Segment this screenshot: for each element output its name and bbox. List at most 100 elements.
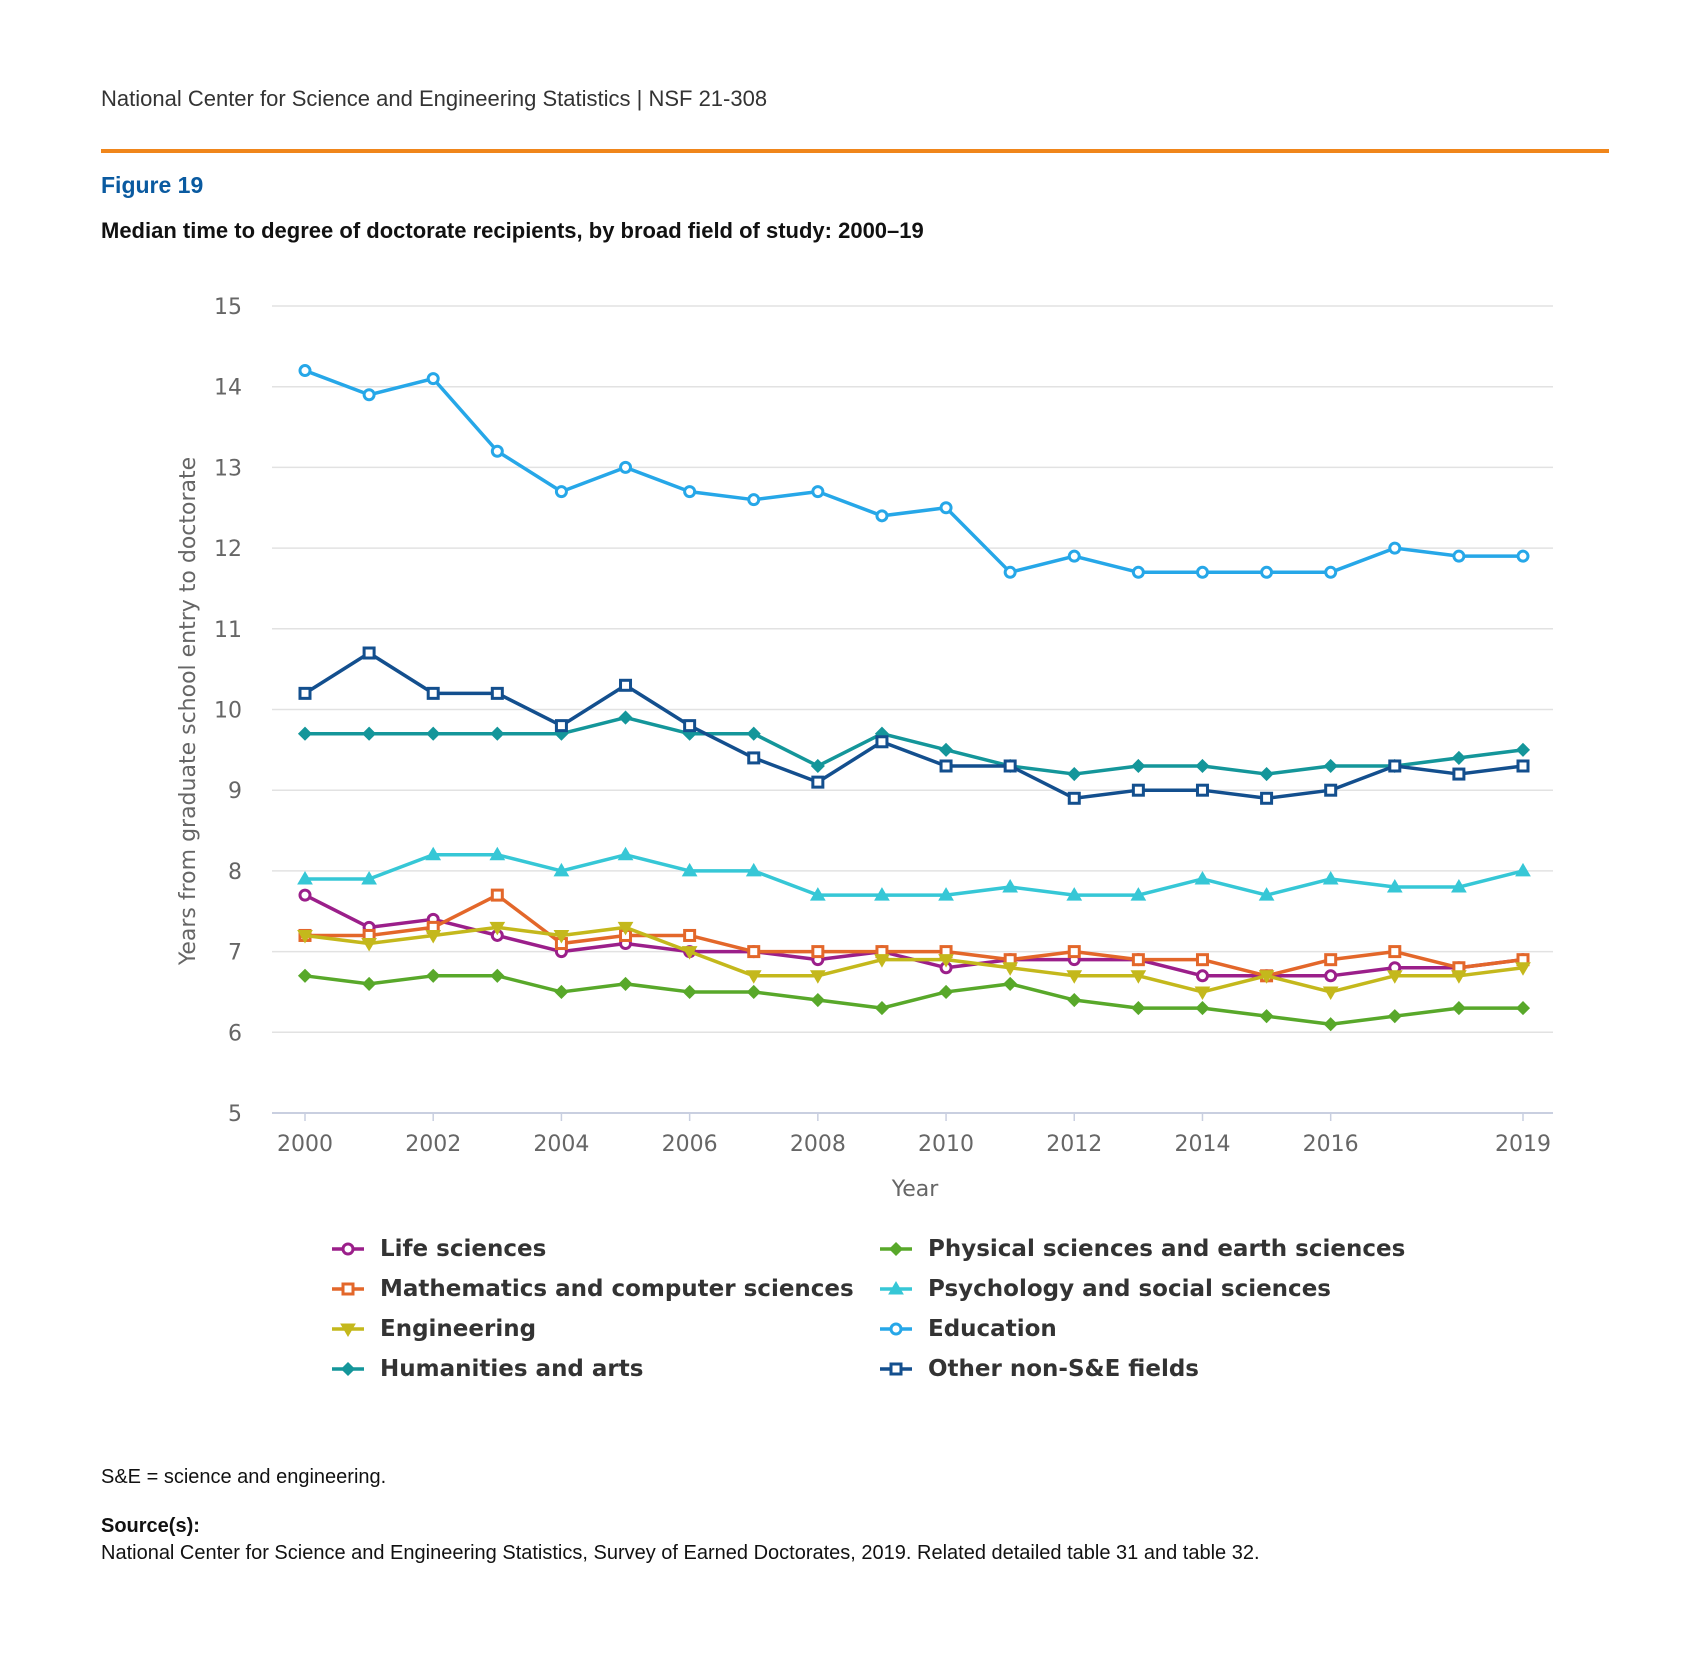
data-point [425, 929, 442, 944]
data-point [1515, 1001, 1531, 1016]
data-point [1386, 879, 1403, 893]
abbreviation-note: S&E = science and engineering. [101, 1466, 387, 1488]
data-point [1195, 565, 1209, 579]
y-tick-label: 7 [228, 941, 242, 966]
figure-label: Figure 19 [101, 172, 204, 198]
data-point [1003, 565, 1017, 579]
data-point [938, 742, 954, 757]
legend-item-life-sciences[interactable]: Life sciences [330, 1236, 546, 1262]
series-7 [298, 646, 1530, 805]
series-line [304, 368, 1523, 575]
data-point [682, 984, 697, 1000]
line-chart: 5 6 7 8 9 10 11 12 13 14 15 2000 2002 2004 2006 2008 201… [176, 295, 1553, 1202]
data-point [1516, 549, 1530, 563]
data-point [1451, 879, 1467, 893]
y-tick-label: 15 [214, 295, 242, 320]
data-point [489, 846, 506, 861]
data-point [683, 485, 697, 499]
legend-item-education[interactable]: Education [878, 1316, 1057, 1342]
data-point [1451, 1001, 1466, 1016]
data-point [297, 726, 313, 741]
data-point [1130, 887, 1147, 901]
data-point [1002, 962, 1019, 976]
x-tick-label: 2006 [662, 1132, 718, 1157]
chart-legend: Life sciences Physical sciences and eart… [330, 1236, 1430, 1406]
legend-label: Other non-S&E fields [928, 1356, 1199, 1382]
data-point [1002, 879, 1019, 893]
legend-marker-diamond-icon [332, 1361, 364, 1377]
series-line [304, 974, 1523, 1026]
legend-marker [888, 1241, 904, 1257]
series-6 [297, 710, 1531, 782]
legend-marker-circle-icon [880, 1322, 912, 1336]
series-2 [298, 888, 1530, 983]
legend-marker [888, 1281, 904, 1295]
data-point [875, 735, 889, 749]
data-point [683, 928, 697, 942]
data-point [1259, 1009, 1274, 1024]
legend-item-engineering[interactable]: Engineering [330, 1316, 536, 1342]
data-point [298, 888, 312, 902]
data-point [1322, 870, 1339, 885]
data-point [1195, 783, 1209, 797]
legend-label: Life sciences [380, 1236, 547, 1262]
data-point [1194, 986, 1211, 1000]
data-point [1195, 758, 1210, 774]
legend-item-humanities-arts[interactable]: Humanities and arts [330, 1356, 643, 1382]
data-point [490, 888, 504, 902]
data-point [1195, 969, 1209, 983]
legend-marker-triangle-up-icon [880, 1281, 912, 1295]
data-point [1324, 565, 1338, 579]
data-point [811, 775, 825, 789]
data-point [1323, 1017, 1338, 1032]
legend-marker [340, 1323, 356, 1337]
data-point [1067, 992, 1082, 1008]
data-point [554, 984, 569, 1000]
data-point [746, 726, 761, 741]
data-point [426, 372, 440, 386]
y-tick-label: 14 [214, 376, 242, 401]
x-tick-label: 2012 [1046, 1132, 1102, 1157]
data-point [874, 887, 890, 901]
data-point [619, 678, 633, 692]
legend-marker-square-icon [880, 1362, 912, 1376]
data-point [745, 862, 762, 877]
data-point [1388, 945, 1402, 959]
data-point [554, 485, 568, 499]
data-point [745, 970, 762, 984]
legend-marker [341, 1282, 355, 1296]
x-tick-label: 2008 [790, 1132, 846, 1157]
y-tick-label: 8 [228, 860, 242, 885]
data-point [1258, 887, 1275, 901]
data-point [1386, 970, 1403, 984]
data-point [1451, 750, 1466, 765]
data-point [1515, 862, 1531, 877]
series-3 [297, 846, 1531, 901]
legend-label: Physical sciences and earth sciences [928, 1236, 1406, 1262]
data-point [1452, 767, 1466, 781]
legend-item-other-non-se[interactable]: Other non-S&E fields [878, 1356, 1199, 1382]
legend-item-physical-sciences[interactable]: Physical sciences and earth sciences [878, 1236, 1405, 1262]
legend-item-psychology-social[interactable]: Psychology and social sciences [878, 1276, 1331, 1302]
legend-marker-square-icon [332, 1282, 364, 1296]
legend-label: Engineering [380, 1316, 537, 1342]
data-point [810, 992, 825, 1008]
y-axis-label: Years from graduate school entry to doct… [176, 457, 201, 966]
y-tick-label: 13 [214, 456, 242, 481]
data-point [1258, 970, 1275, 984]
data-point [1324, 783, 1338, 797]
y-tick-label: 10 [214, 699, 242, 724]
data-point [938, 887, 954, 901]
data-point [938, 984, 954, 1000]
series-line [305, 715, 1524, 776]
data-point [747, 945, 761, 959]
data-point [362, 726, 377, 741]
legend-item-math-computer[interactable]: Mathematics and computer sciences [330, 1276, 854, 1302]
data-point [297, 870, 313, 885]
data-point [1322, 986, 1339, 1000]
data-point [938, 954, 954, 968]
data-point [1259, 766, 1274, 782]
series-line [304, 925, 1524, 994]
data-point [1388, 759, 1402, 773]
x-tick-label: 2014 [1174, 1132, 1230, 1157]
